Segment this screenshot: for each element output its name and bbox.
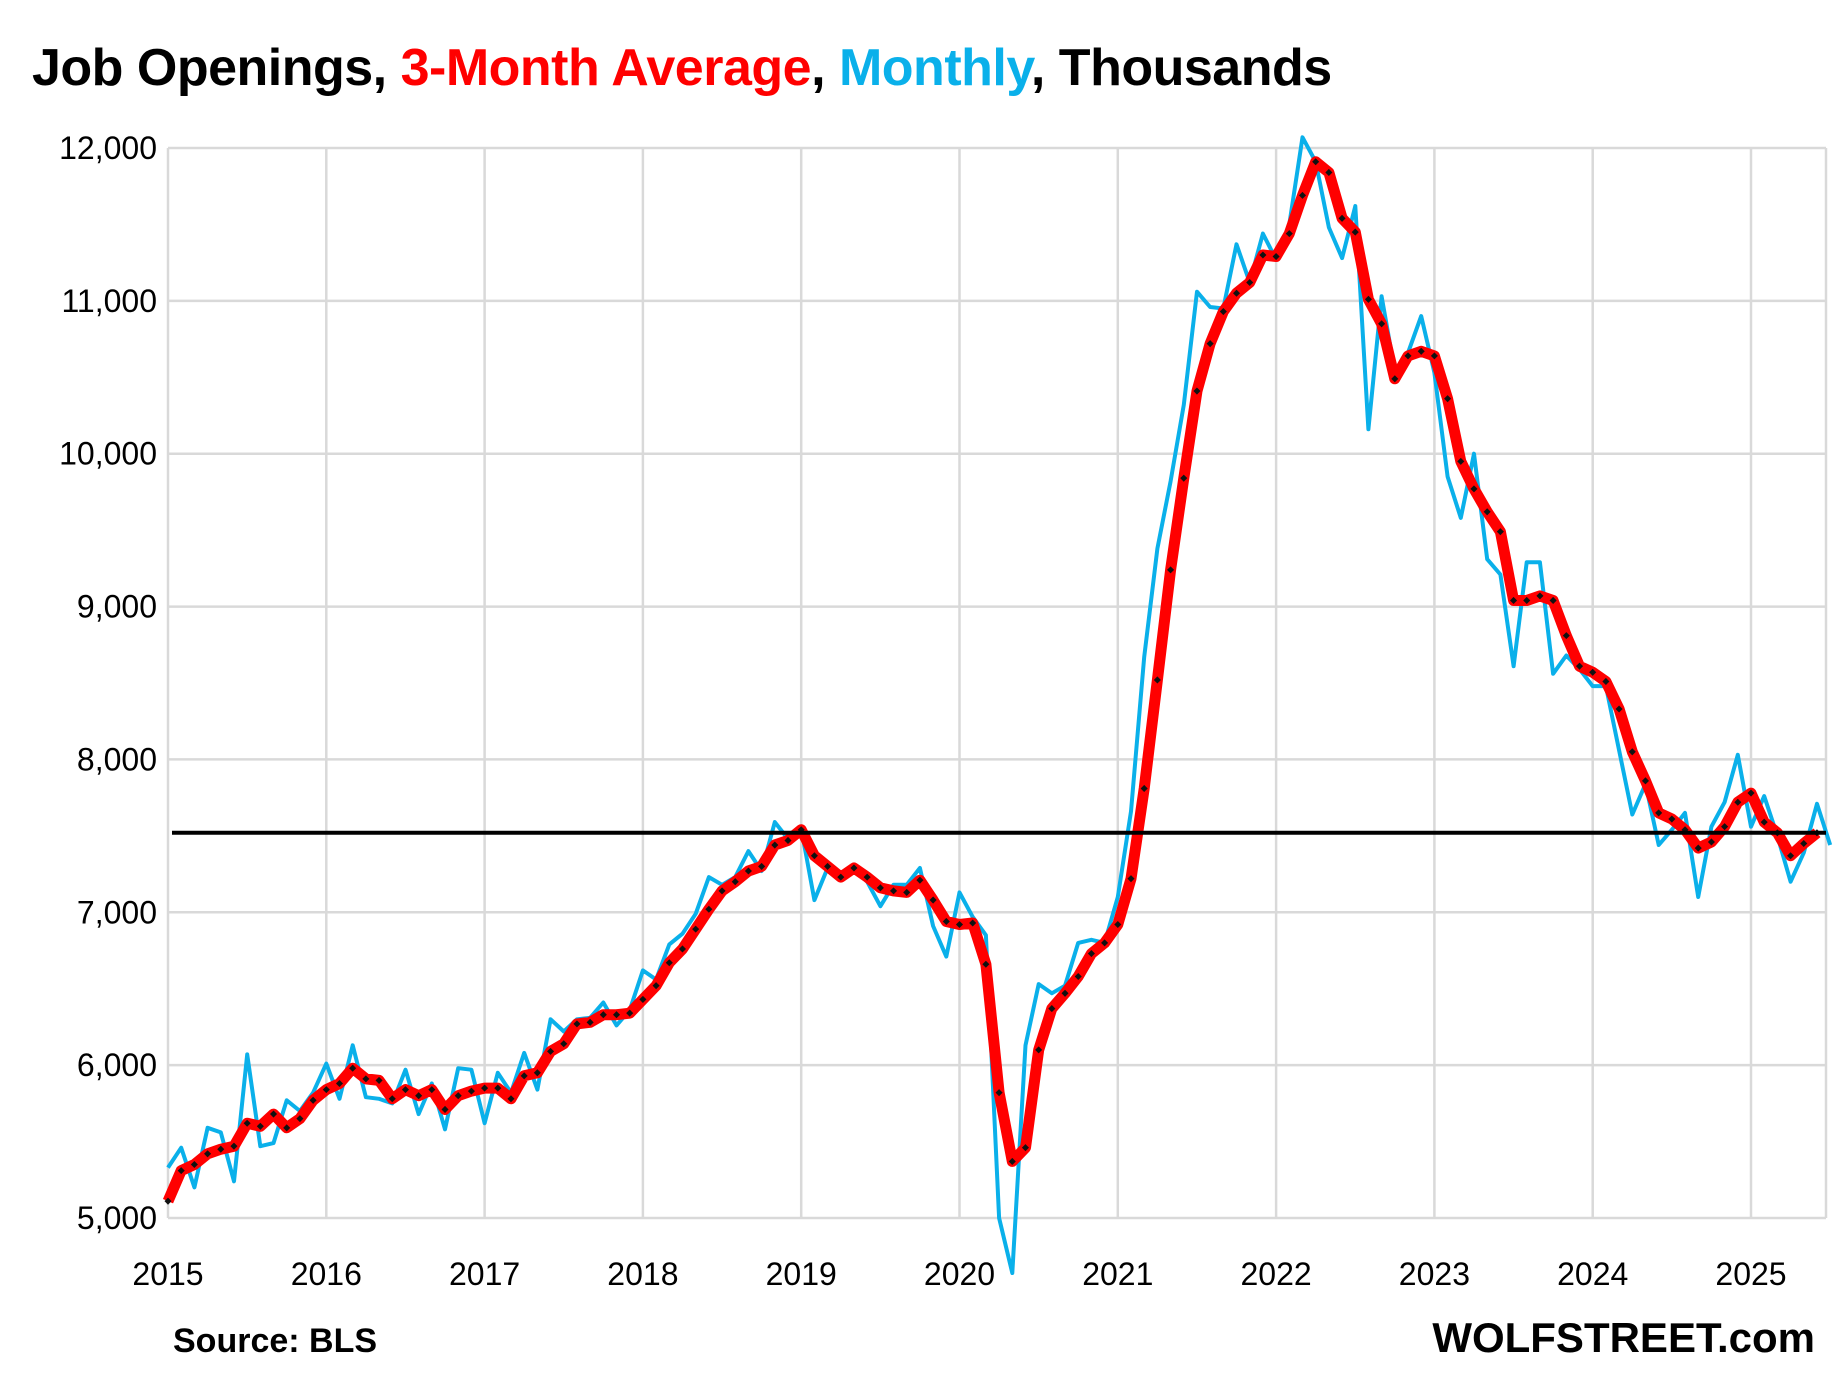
avg-point-marker [692,925,700,933]
avg-point-marker [771,841,779,849]
title-part-sep: , [811,39,839,97]
series-monthly-line [166,135,1833,1275]
x-tick-label: 2021 [1082,1256,1153,1292]
avg-point-marker [718,887,726,895]
avg-point-marker [652,982,660,990]
source-label: Source: BLS [173,1322,377,1360]
x-tick-label: 2019 [766,1256,837,1292]
avg-point-marker [955,920,964,929]
y-tick-label: 10,000 [59,436,157,472]
avg-point-marker [810,852,818,860]
y-tick-label: 5,000 [77,1200,157,1236]
avg-point-marker [665,959,673,967]
series-avg-line [162,156,1821,1204]
y-tick-label: 9,000 [77,589,157,625]
series-group [162,135,1833,1275]
y-tick-label: 7,000 [77,894,157,930]
avg-point-marker [573,1020,581,1028]
avg-point-marker [612,1011,621,1019]
avg-point-marker [982,960,990,968]
x-tick-label: 2017 [449,1256,520,1292]
title-part-black: Job Openings, [32,39,401,97]
x-tick-label: 2023 [1399,1256,1470,1292]
avg-point-marker [969,919,977,927]
avg-point-marker [942,917,950,925]
brand-label: WOLFSTREET.com [1432,1314,1815,1361]
avg-point-marker [929,896,937,904]
y-tick-label: 12,000 [59,130,157,166]
grid-lines [166,146,1828,1220]
chart-title: Job Openings, 3-Month Average, Monthly, … [32,38,1332,98]
avg-point-marker [599,1011,607,1019]
avg-point-marker [744,867,752,875]
avg-point-marker [784,836,792,844]
avg-point-marker [626,1009,634,1017]
title-part-black-end: , Thousands [1030,39,1332,97]
title-part-blue: Monthly [838,39,1031,97]
y-axis-ticks: 5,000 6,000 7,000 8,000 9,000 10,000 11,000 12,… [59,130,157,1236]
y-tick-label: 6,000 [77,1047,157,1083]
x-tick-label: 2024 [1557,1256,1628,1292]
avg-point-marker [903,888,911,896]
x-tick-label: 2022 [1241,1256,1312,1292]
avg-point-marker [824,862,832,870]
avg-point-marker [876,884,884,892]
avg-point-marker [731,878,739,886]
y-tick-label: 8,000 [77,741,157,777]
avg-point-marker [678,945,687,953]
y-tick-label: 11,000 [62,283,158,319]
avg-point-marker [639,995,647,1003]
avg-point-marker [837,873,845,881]
avg-point-marker [758,862,766,870]
x-axis-ticks: 2015 2016 2017 2018 2019 2020 2021 2022 2023 2024… [132,1256,1786,1292]
avg-point-marker [863,873,871,881]
avg-point-marker [916,876,924,884]
x-tick-label: 2015 [132,1256,203,1292]
x-tick-label: 2020 [924,1256,995,1292]
avg-point-marker [1021,1144,1029,1152]
title-part-red: 3-Month Average [400,39,812,97]
avg-point-marker [705,905,713,913]
avg-point-marker [586,1018,594,1026]
x-tick-label: 2016 [291,1256,362,1292]
x-tick-label: 2025 [1715,1256,1786,1292]
avg-point-marker [890,887,898,895]
x-tick-label: 2018 [607,1256,678,1292]
avg-point-marker [850,864,858,872]
